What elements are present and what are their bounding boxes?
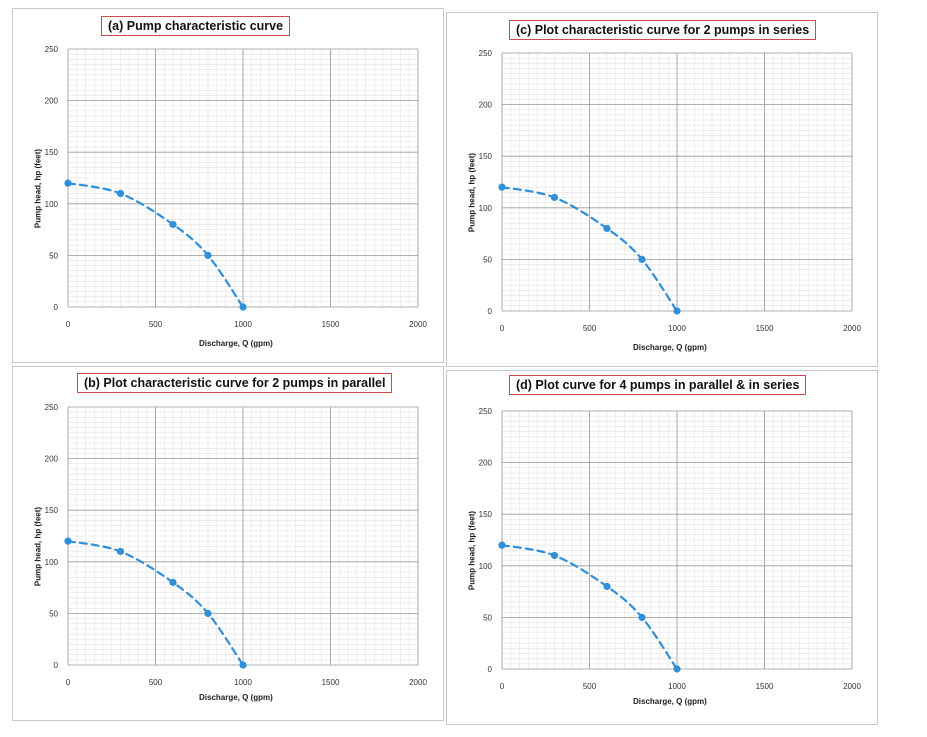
- chart-panel-d: 0 500 1000 1500 2000 0 50 100 150 200 250 (d) Plot…: [446, 370, 878, 725]
- x-tick-label: 2000: [843, 682, 861, 691]
- data-point: [169, 578, 177, 587]
- data-point: [603, 582, 611, 591]
- y-tick-label: 200: [45, 97, 59, 106]
- data-point: [550, 551, 559, 560]
- x-tick-label: 1500: [322, 678, 340, 687]
- data-point: [116, 547, 125, 556]
- data-point: [64, 537, 72, 545]
- data-point: [603, 224, 611, 233]
- major-grid: [501, 410, 853, 670]
- y-tick-label: 250: [479, 407, 493, 416]
- chart-title-c: (c) Plot characteristic curve for 2 pump…: [509, 20, 817, 40]
- chart-svg-a: 0 500 1000 1500 2000 0 50 100 150 200 250: [45, 45, 428, 329]
- x-tick-label: 2000: [409, 320, 427, 329]
- x-tick-label: 500: [583, 682, 597, 691]
- y-axis-label-d: Pump head, hp (feet): [467, 510, 477, 591]
- x-tick-label: 2000: [843, 324, 861, 333]
- data-point: [638, 255, 646, 263]
- y-tick-label: 0: [488, 665, 493, 674]
- y-tick-label: 100: [479, 562, 493, 571]
- y-tick-label: 150: [479, 152, 493, 161]
- major-grid: [501, 52, 853, 312]
- y-tick-label: 200: [479, 101, 493, 110]
- x-tick-label: 1500: [756, 682, 774, 691]
- y-axis-label-c: Pump head, hp (feet): [467, 152, 477, 233]
- data-point: [64, 179, 72, 187]
- y-tick-label: 50: [483, 613, 492, 622]
- y-tick-label: 50: [49, 251, 58, 260]
- x-tick-label: 0: [500, 324, 505, 333]
- y-tick-label: 250: [45, 403, 59, 412]
- x-tick-label: 1500: [756, 324, 774, 333]
- y-tick-label: 50: [49, 609, 58, 618]
- x-tick-label: 1000: [234, 678, 252, 687]
- x-tick-label: 0: [66, 678, 71, 687]
- y-tick-label: 150: [479, 510, 493, 519]
- y-tick-label: 150: [45, 506, 59, 515]
- chart-title-b: (b) Plot characteristic curve for 2 pump…: [77, 373, 393, 393]
- x-axis-label-b: Discharge, Q (gpm): [199, 693, 273, 702]
- y-tick-label: 100: [45, 558, 59, 567]
- x-tick-label: 500: [149, 320, 163, 329]
- y-tick-label: 0: [54, 661, 59, 670]
- data-point: [673, 665, 681, 673]
- x-tick-label: 1000: [234, 320, 252, 329]
- y-tick-label: 200: [45, 455, 59, 464]
- chart-svg-d: 0 500 1000 1500 2000 0 50 100 150 200 250: [479, 407, 862, 691]
- x-tick-label: 0: [500, 682, 505, 691]
- chart-svg-c: 0 500 1000 1500 2000 0 50 100 150 200 250: [479, 49, 862, 333]
- chart-svg-b: 0 500 1000 1500 2000 0 50 100 150 200 250: [45, 403, 428, 687]
- y-tick-label: 0: [54, 303, 59, 312]
- y-tick-label: 100: [479, 204, 493, 213]
- x-tick-label: 500: [583, 324, 597, 333]
- x-axis-label-a: Discharge, Q (gpm): [199, 339, 273, 348]
- chart-title-d: (d) Plot curve for 4 pumps in parallel &…: [509, 375, 807, 395]
- data-point: [204, 609, 212, 617]
- y-tick-label: 50: [483, 255, 492, 264]
- y-tick-label: 100: [45, 200, 59, 209]
- y-tick-label: 200: [479, 459, 493, 468]
- data-point: [498, 541, 506, 549]
- x-axis-label-c: Discharge, Q (gpm): [633, 343, 707, 352]
- data-point: [638, 613, 646, 621]
- x-axis-label-d: Discharge, Q (gpm): [633, 697, 707, 706]
- x-tick-label: 2000: [409, 678, 427, 687]
- chart-panel-b: 0 500 1000 1500 2000 0 50 100 150 200 250 (b) Plot…: [12, 366, 444, 721]
- data-point: [204, 251, 212, 259]
- chart-title-a: (a) Pump characteristic curve: [101, 16, 291, 36]
- y-axis-label-a: Pump head, hp (feet): [33, 148, 43, 229]
- y-tick-label: 0: [488, 307, 493, 316]
- y-axis-label-b: Pump head, hp (feet): [33, 506, 43, 587]
- x-tick-label: 500: [149, 678, 163, 687]
- data-point: [239, 661, 247, 669]
- data-point: [498, 183, 506, 191]
- x-tick-label: 1500: [322, 320, 340, 329]
- data-point: [239, 303, 247, 311]
- y-tick-label: 250: [45, 45, 59, 54]
- y-tick-label: 150: [45, 148, 59, 157]
- chart-panel-c: 0 500 1000 1500 2000 0 50 100 150 200 250 (c) Plot…: [446, 12, 878, 367]
- y-tick-label: 250: [479, 49, 493, 58]
- x-tick-label: 0: [66, 320, 71, 329]
- chart-panel-a: 0 500 1000 1500 2000 0 50 100 150 200 250 (a) Pump…: [12, 8, 444, 363]
- data-point: [673, 307, 681, 315]
- data-point: [169, 220, 177, 229]
- data-point: [116, 189, 125, 198]
- data-point: [550, 193, 559, 202]
- x-tick-label: 1000: [668, 682, 686, 691]
- x-tick-label: 1000: [668, 324, 686, 333]
